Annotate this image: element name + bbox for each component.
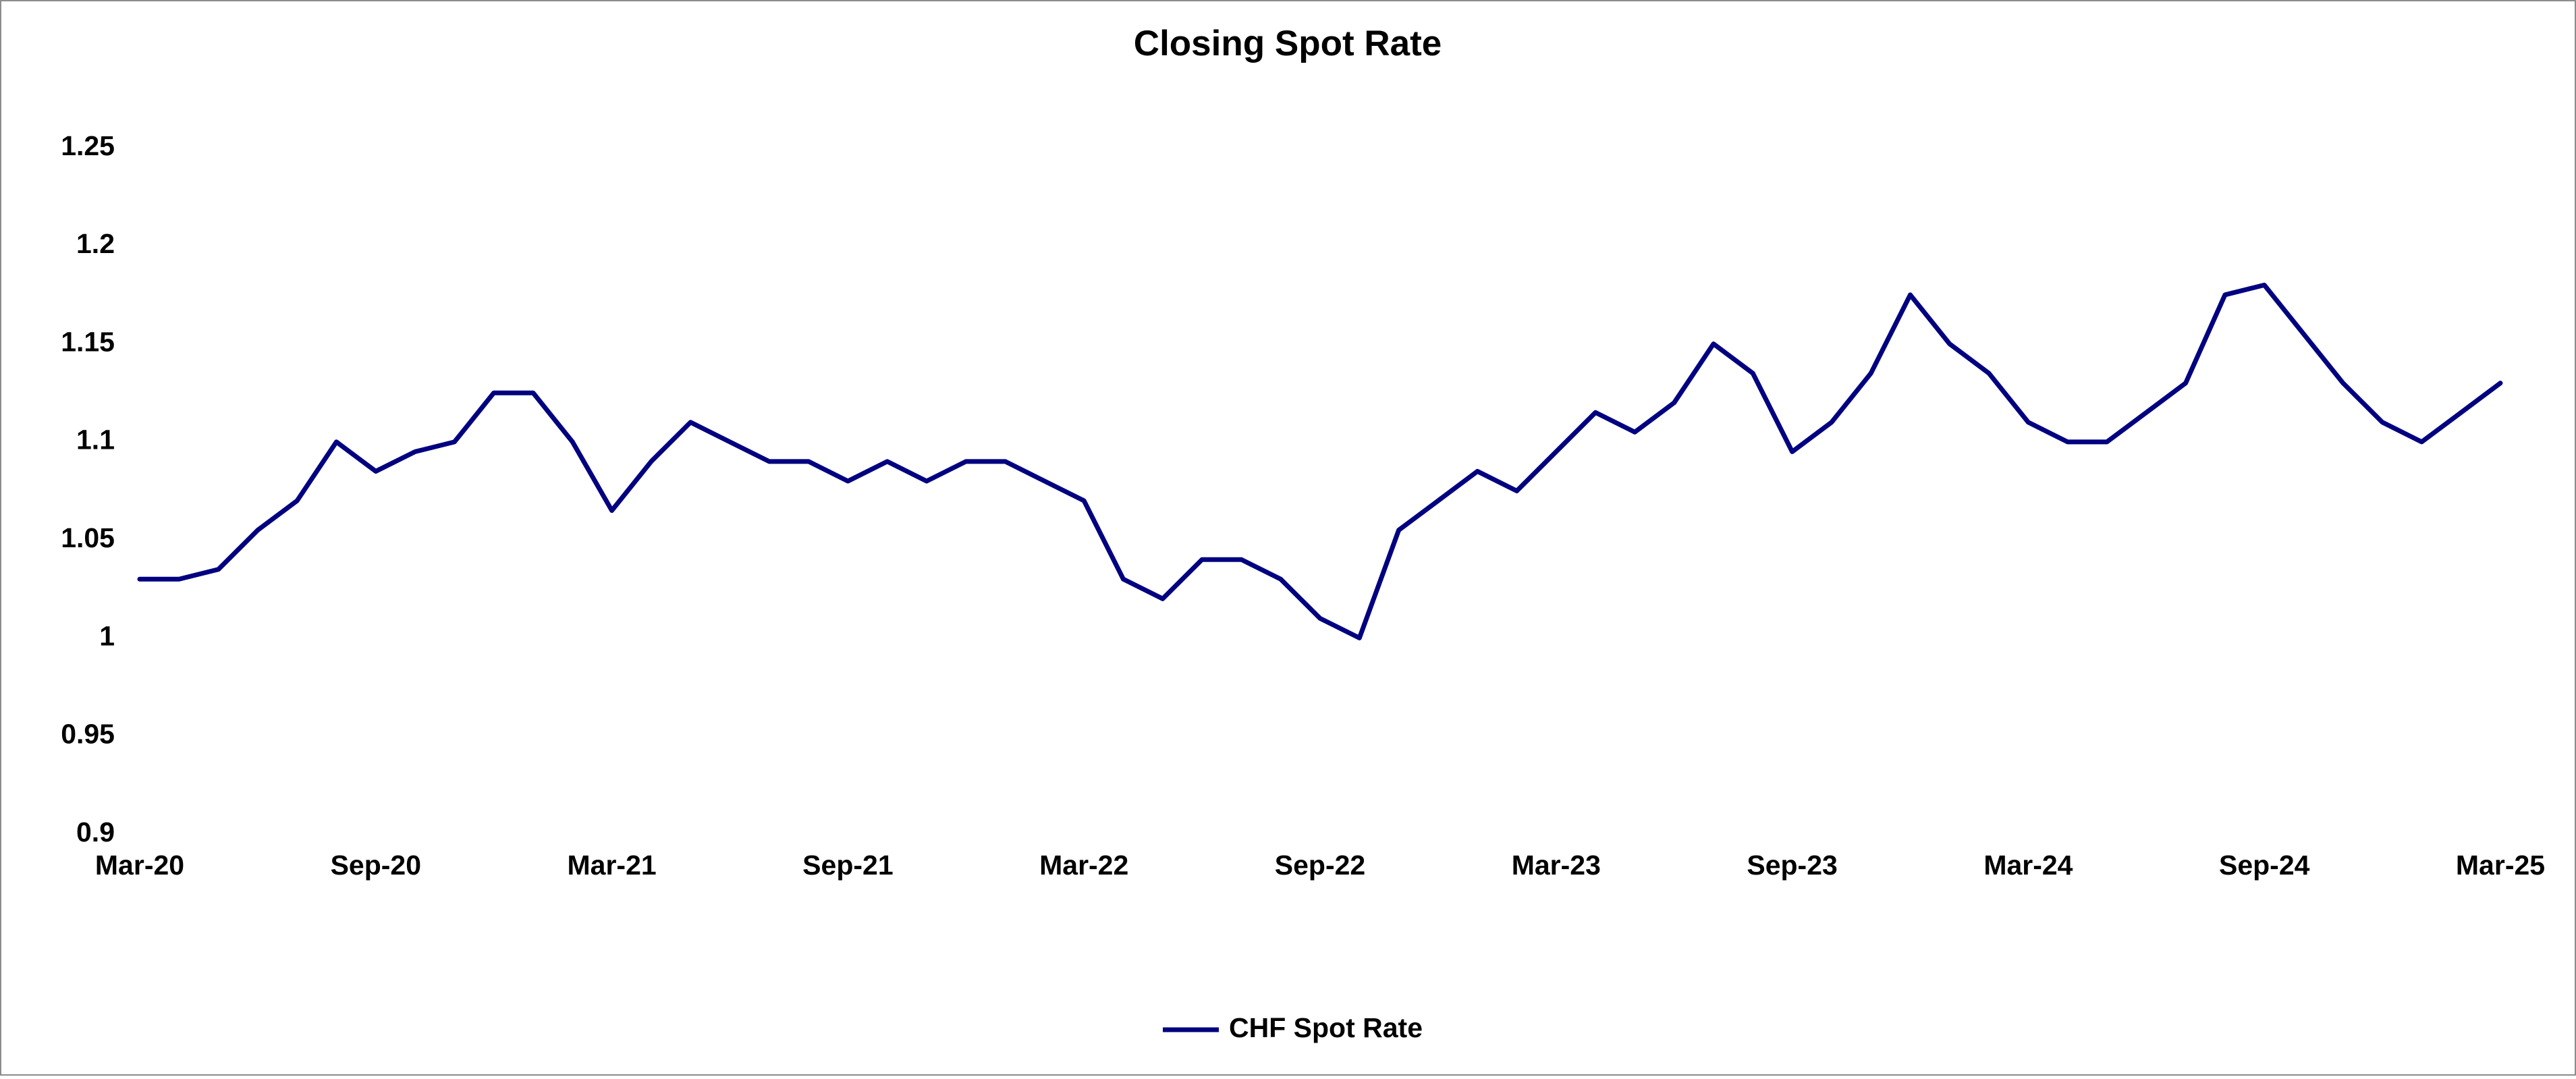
y-tick-label: 1	[99, 620, 115, 651]
y-tick-label: 1.25	[61, 130, 115, 161]
chart-title: Closing Spot Rate	[1134, 24, 1442, 63]
x-tick-label: Mar-23	[1512, 850, 1601, 881]
y-tick-label: 1.05	[61, 522, 115, 553]
x-tick-label: Mar-20	[95, 850, 184, 881]
y-tick-label: 1.15	[61, 326, 115, 357]
x-tick-label: Sep-21	[802, 850, 893, 881]
x-tick-label: Mar-24	[1983, 850, 2073, 881]
x-tick-label: Mar-25	[2456, 850, 2545, 881]
x-tick-label: Sep-20	[331, 850, 421, 881]
y-tick-label: 0.95	[61, 719, 115, 750]
x-tick-label: Mar-22	[1039, 850, 1128, 881]
legend-label: CHF Spot Rate	[1229, 1012, 1423, 1043]
y-tick-label: 0.9	[76, 817, 115, 848]
x-tick-label: Sep-22	[1275, 850, 1365, 881]
x-tick-label: Sep-23	[1747, 850, 1837, 881]
x-tick-label: Mar-21	[568, 850, 657, 881]
y-tick-label: 1.1	[76, 424, 115, 455]
x-tick-label: Sep-24	[2219, 850, 2310, 881]
line-series	[137, 282, 2503, 640]
y-tick-label: 1.2	[76, 228, 115, 259]
